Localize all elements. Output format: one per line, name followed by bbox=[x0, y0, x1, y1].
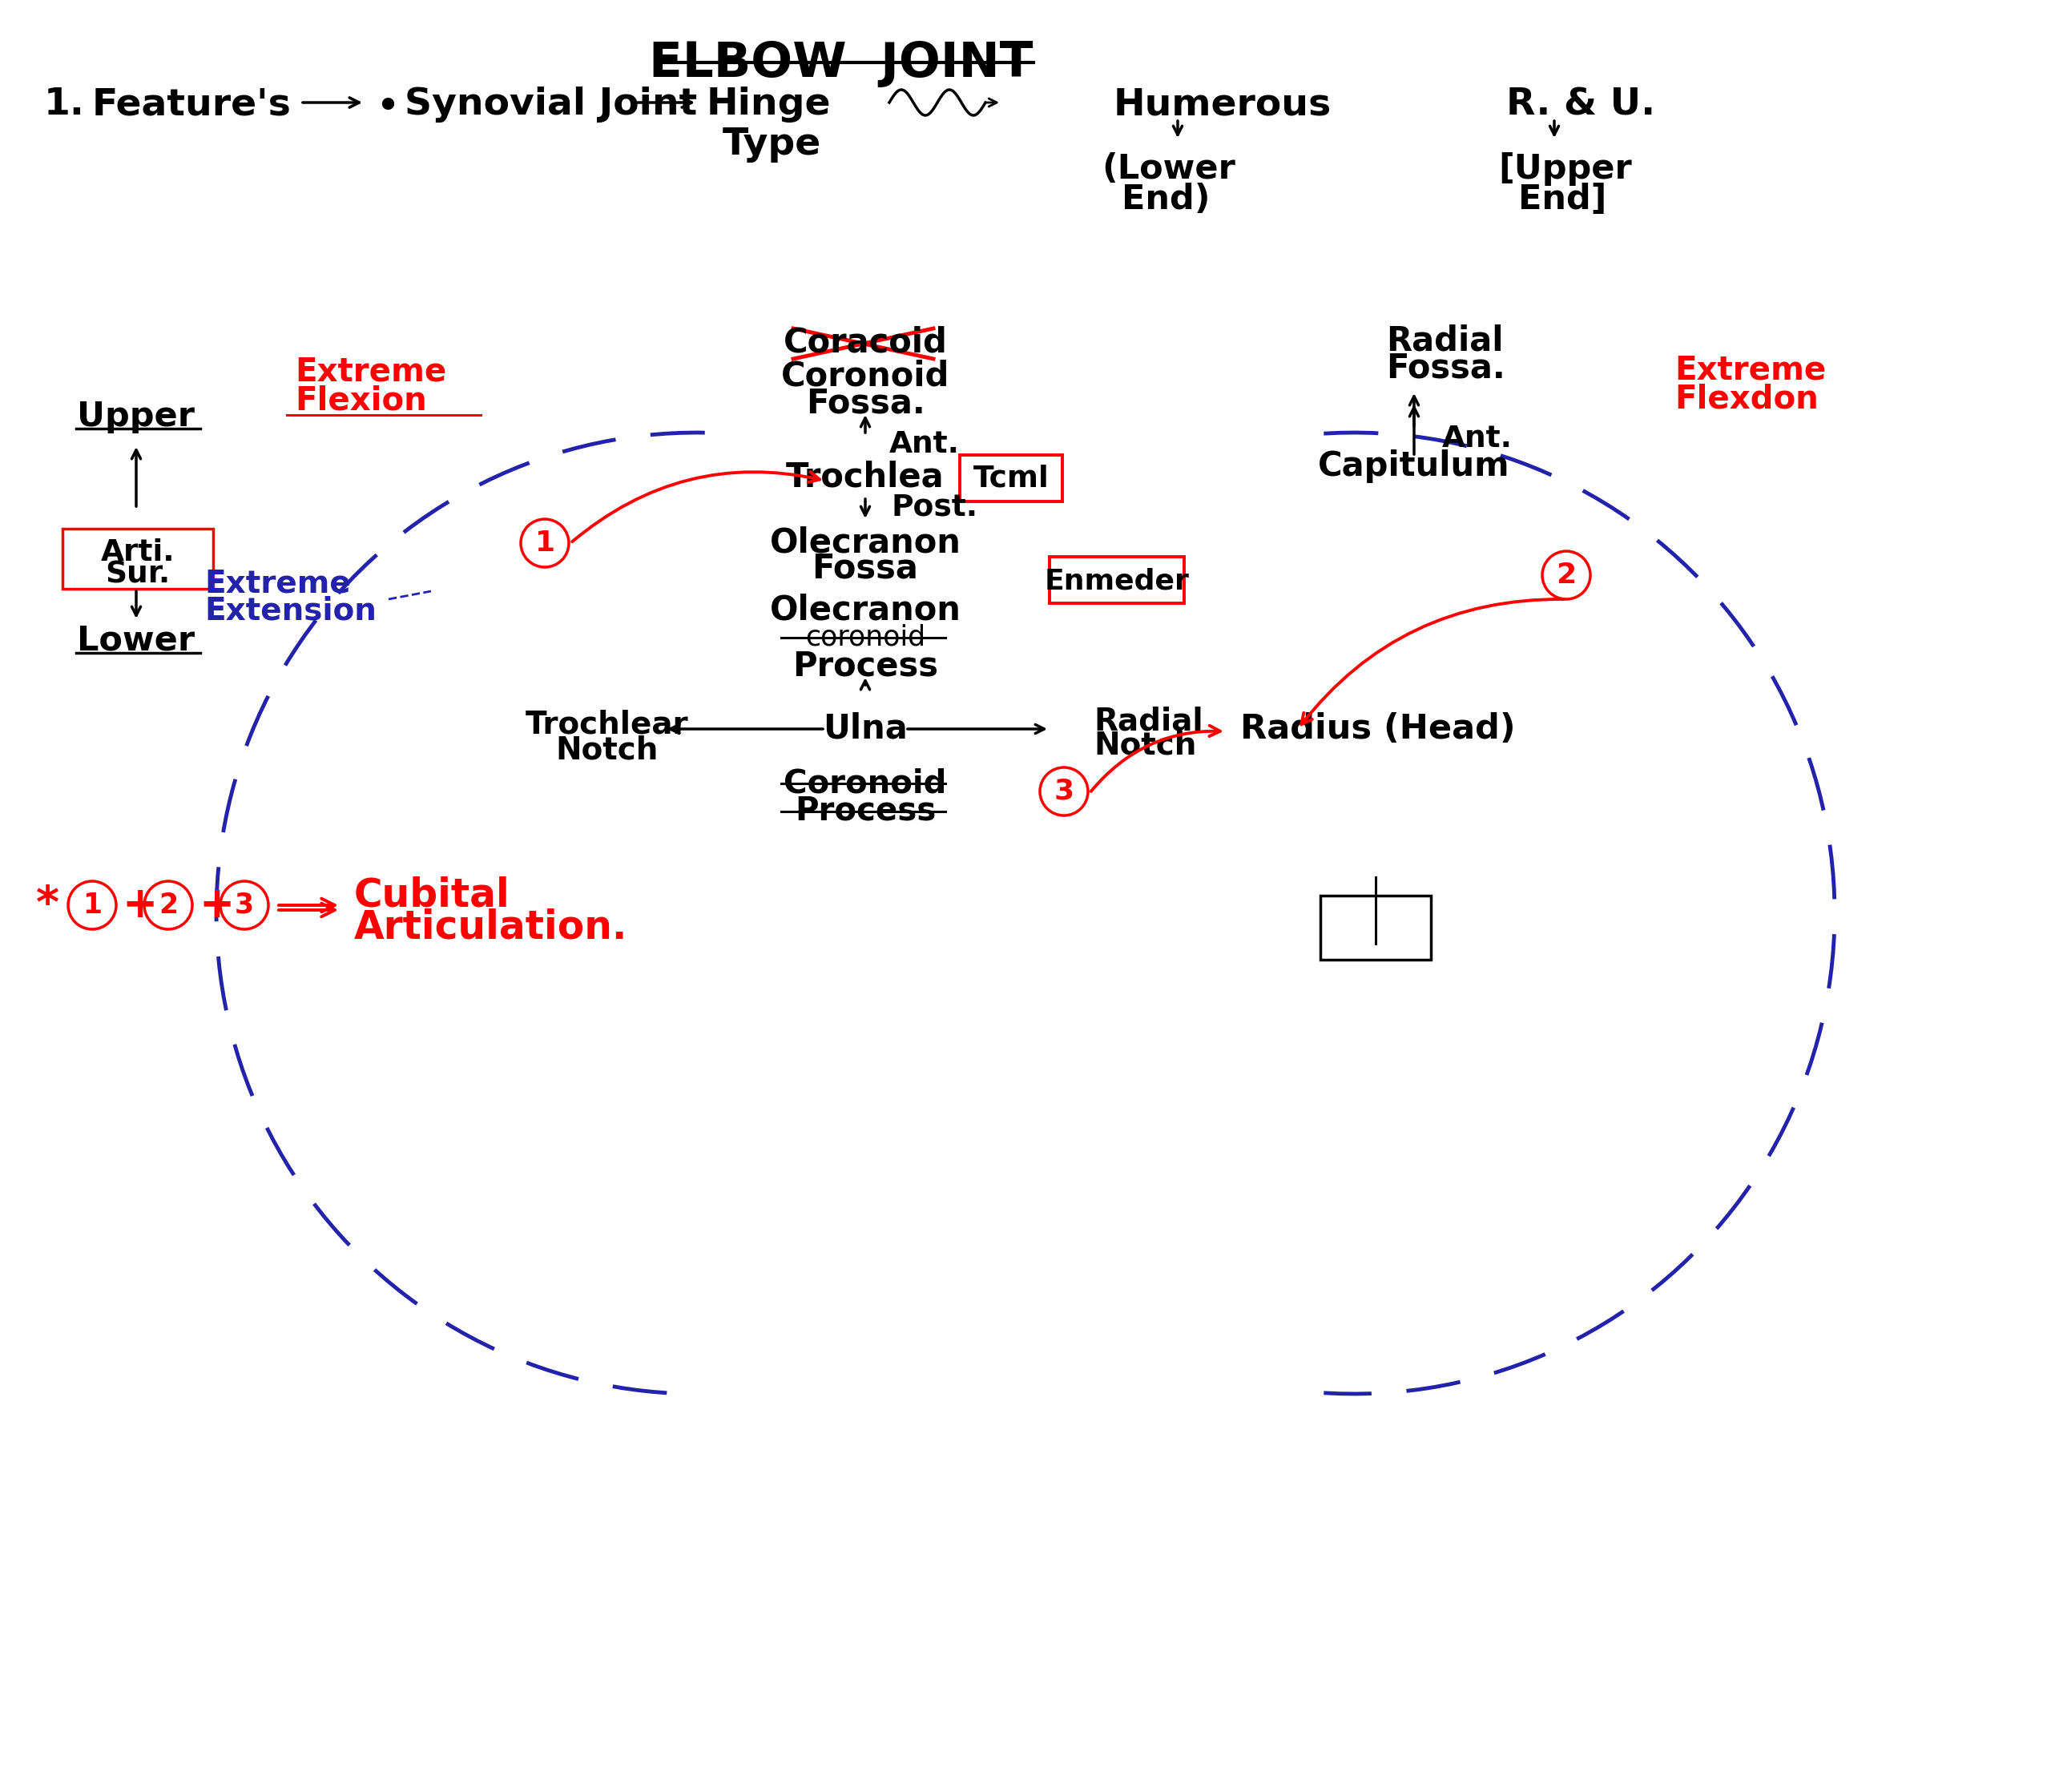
Text: Coracoid: Coracoid bbox=[783, 326, 948, 360]
Text: Ulna: Ulna bbox=[822, 711, 909, 745]
Text: 1: 1 bbox=[82, 892, 103, 919]
Text: Sur.: Sur. bbox=[105, 561, 170, 590]
Text: Radial: Radial bbox=[1093, 706, 1204, 737]
Text: 1.: 1. bbox=[43, 86, 84, 122]
Text: 3: 3 bbox=[1054, 778, 1075, 805]
Text: Trochlear: Trochlear bbox=[525, 710, 689, 740]
Text: Fossa: Fossa bbox=[812, 552, 919, 586]
Bar bbox=[1321, 896, 1432, 961]
Text: Extreme: Extreme bbox=[205, 568, 351, 599]
Text: ELBOW  JOINT: ELBOW JOINT bbox=[650, 39, 1034, 88]
Text: Post.: Post. bbox=[890, 493, 978, 521]
Text: Flexion: Flexion bbox=[295, 385, 427, 416]
Text: Fossa.: Fossa. bbox=[1386, 351, 1505, 385]
Text: Articulation.: Articulation. bbox=[355, 909, 628, 946]
Text: Flexdon: Flexdon bbox=[1674, 383, 1819, 416]
Text: *: * bbox=[37, 883, 59, 926]
Text: Arti.: Arti. bbox=[100, 538, 174, 566]
Text: •: • bbox=[375, 86, 400, 129]
Text: Upper: Upper bbox=[78, 400, 195, 434]
Text: Olecranon: Olecranon bbox=[769, 527, 962, 559]
Text: Synovial Joint: Synovial Joint bbox=[404, 86, 697, 122]
Text: Radial: Radial bbox=[1386, 324, 1503, 357]
Text: Type: Type bbox=[722, 127, 820, 163]
Text: Radius (Head): Radius (Head) bbox=[1241, 711, 1516, 745]
Text: Coronoid: Coronoid bbox=[783, 767, 948, 799]
Text: Coronoid: Coronoid bbox=[781, 360, 950, 392]
Text: Fossa.: Fossa. bbox=[806, 385, 925, 419]
Text: 1: 1 bbox=[535, 529, 556, 557]
Text: Lower: Lower bbox=[78, 624, 195, 658]
Text: Trochlea: Trochlea bbox=[786, 461, 943, 493]
Text: Extension: Extension bbox=[205, 595, 377, 625]
Text: End]: End] bbox=[1518, 183, 1606, 217]
Text: R. & U.: R. & U. bbox=[1505, 86, 1655, 122]
Text: Tcml: Tcml bbox=[972, 464, 1048, 493]
Text: +: + bbox=[199, 885, 234, 926]
Text: 3: 3 bbox=[234, 892, 254, 919]
Text: (Lower: (Lower bbox=[1101, 152, 1235, 186]
Text: 2: 2 bbox=[1557, 561, 1577, 590]
Bar bbox=[960, 455, 1062, 502]
Text: Humerous: Humerous bbox=[1114, 86, 1331, 122]
Text: +: + bbox=[121, 885, 158, 926]
Bar bbox=[62, 529, 213, 590]
Text: [Upper: [Upper bbox=[1497, 152, 1633, 186]
Text: Feature's: Feature's bbox=[92, 86, 291, 122]
Text: Notch: Notch bbox=[1093, 729, 1196, 760]
Text: End): End) bbox=[1122, 183, 1210, 217]
Text: Process: Process bbox=[794, 796, 935, 828]
Text: coronoid: coronoid bbox=[806, 624, 925, 650]
Bar bbox=[1050, 557, 1183, 604]
Text: Hinge: Hinge bbox=[708, 86, 831, 122]
Text: Ant.: Ant. bbox=[890, 430, 960, 459]
Text: Notch: Notch bbox=[556, 735, 658, 765]
Text: 2: 2 bbox=[158, 892, 178, 919]
Text: Process: Process bbox=[792, 650, 937, 683]
Text: Extreme: Extreme bbox=[295, 357, 447, 389]
Text: Enmeder: Enmeder bbox=[1044, 566, 1190, 595]
Text: Ant.: Ant. bbox=[1442, 425, 1514, 453]
Text: Olecranon: Olecranon bbox=[769, 593, 962, 627]
Text: Cubital: Cubital bbox=[355, 876, 511, 916]
Text: Extreme: Extreme bbox=[1674, 355, 1825, 385]
Text: Capitulum: Capitulum bbox=[1319, 450, 1510, 484]
